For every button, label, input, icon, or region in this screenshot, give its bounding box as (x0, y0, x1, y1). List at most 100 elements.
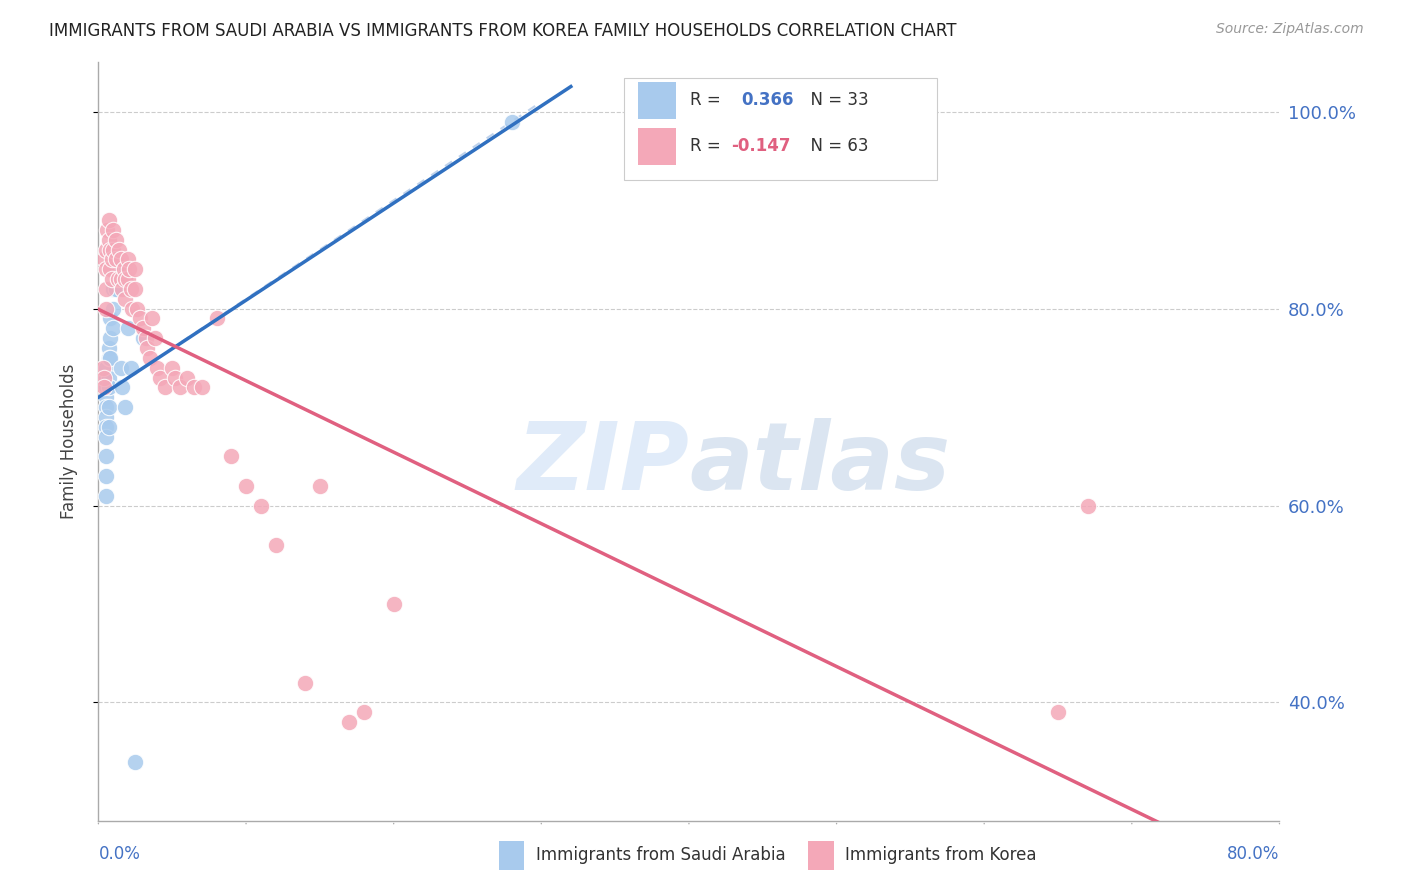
Point (94, 262, 117, 277)
Point (117, 321, 139, 335)
Point (97, 400, 120, 414)
Point (94, 380, 117, 394)
Text: IMMIGRANTS FROM SAUDI ARABIA VS IMMIGRANTS FROM KOREA FAMILY HOUSEHOLDS CORRELAT: IMMIGRANTS FROM SAUDI ARABIA VS IMMIGRAN… (49, 22, 956, 40)
Point (110, 360, 132, 375)
Point (120, 360, 142, 375)
Point (103, 282, 125, 296)
FancyBboxPatch shape (638, 128, 676, 165)
Point (93, 380, 115, 394)
Point (128, 311, 150, 326)
Point (153, 380, 176, 394)
Text: R =: R = (690, 91, 731, 110)
Point (136, 341, 159, 355)
Point (105, 252, 128, 267)
Point (105, 282, 128, 296)
Text: N = 33: N = 33 (800, 91, 869, 110)
Point (97, 419, 120, 434)
Point (235, 479, 257, 493)
Point (339, 715, 361, 730)
Point (264, 538, 287, 552)
Point (94, 409, 117, 424)
Point (125, 301, 148, 316)
Point (124, 755, 146, 769)
Point (96, 223, 118, 237)
Point (169, 380, 191, 394)
Point (107, 272, 129, 286)
Text: Source: ZipAtlas.com: Source: ZipAtlas.com (1216, 22, 1364, 37)
Point (111, 380, 134, 394)
Point (94, 489, 117, 503)
Point (94, 282, 117, 296)
Point (112, 262, 135, 277)
Point (105, 233, 128, 247)
Point (98, 311, 121, 326)
Point (165, 370, 187, 384)
Point (105, 262, 128, 277)
Point (146, 360, 169, 375)
FancyBboxPatch shape (638, 82, 676, 119)
Point (176, 370, 198, 384)
FancyBboxPatch shape (624, 78, 936, 180)
Point (91, 360, 114, 375)
Point (353, 706, 375, 720)
Point (309, 479, 332, 493)
Point (501, 114, 523, 128)
Point (97, 213, 120, 227)
Point (94, 469, 117, 483)
Point (94, 450, 117, 464)
Point (139, 351, 162, 365)
Point (97, 370, 120, 384)
Point (108, 243, 131, 257)
Point (114, 292, 136, 306)
Point (162, 360, 183, 375)
Text: ZIP: ZIP (516, 418, 689, 510)
Point (294, 675, 316, 690)
Point (103, 223, 125, 237)
Point (120, 282, 142, 296)
Point (103, 301, 125, 316)
Point (93, 252, 115, 267)
Point (94, 390, 117, 404)
Point (205, 311, 228, 326)
Point (93, 370, 115, 384)
Text: 80.0%: 80.0% (1227, 846, 1279, 863)
Point (117, 252, 139, 267)
Point (382, 597, 405, 611)
Point (94, 429, 117, 443)
Point (94, 370, 117, 384)
Point (100, 272, 122, 286)
Text: N = 63: N = 63 (800, 137, 869, 155)
Point (110, 272, 132, 286)
Point (183, 380, 205, 394)
Point (111, 282, 134, 296)
Text: Immigrants from Saudi Arabia: Immigrants from Saudi Arabia (536, 847, 786, 864)
Point (94, 419, 117, 434)
Text: atlas: atlas (689, 418, 950, 510)
Point (1046, 706, 1070, 720)
Point (135, 331, 157, 345)
Point (100, 252, 122, 267)
Point (114, 272, 136, 286)
Point (114, 400, 136, 414)
Text: Immigrants from Korea: Immigrants from Korea (845, 847, 1036, 864)
Point (141, 311, 163, 326)
Point (94, 400, 117, 414)
Point (143, 331, 166, 345)
Point (94, 243, 117, 257)
Point (97, 341, 120, 355)
Point (191, 380, 214, 394)
Point (149, 370, 172, 384)
Point (117, 272, 139, 286)
Text: -0.147: -0.147 (731, 137, 792, 155)
Text: 0.366: 0.366 (741, 91, 793, 110)
Point (98, 243, 121, 257)
Point (98, 331, 121, 345)
Point (110, 252, 132, 267)
Y-axis label: Family Households: Family Households (59, 364, 77, 519)
Point (124, 282, 146, 296)
Point (97, 351, 120, 365)
Point (1077, 499, 1099, 513)
Point (118, 262, 141, 277)
Point (97, 380, 120, 394)
Point (121, 301, 143, 316)
